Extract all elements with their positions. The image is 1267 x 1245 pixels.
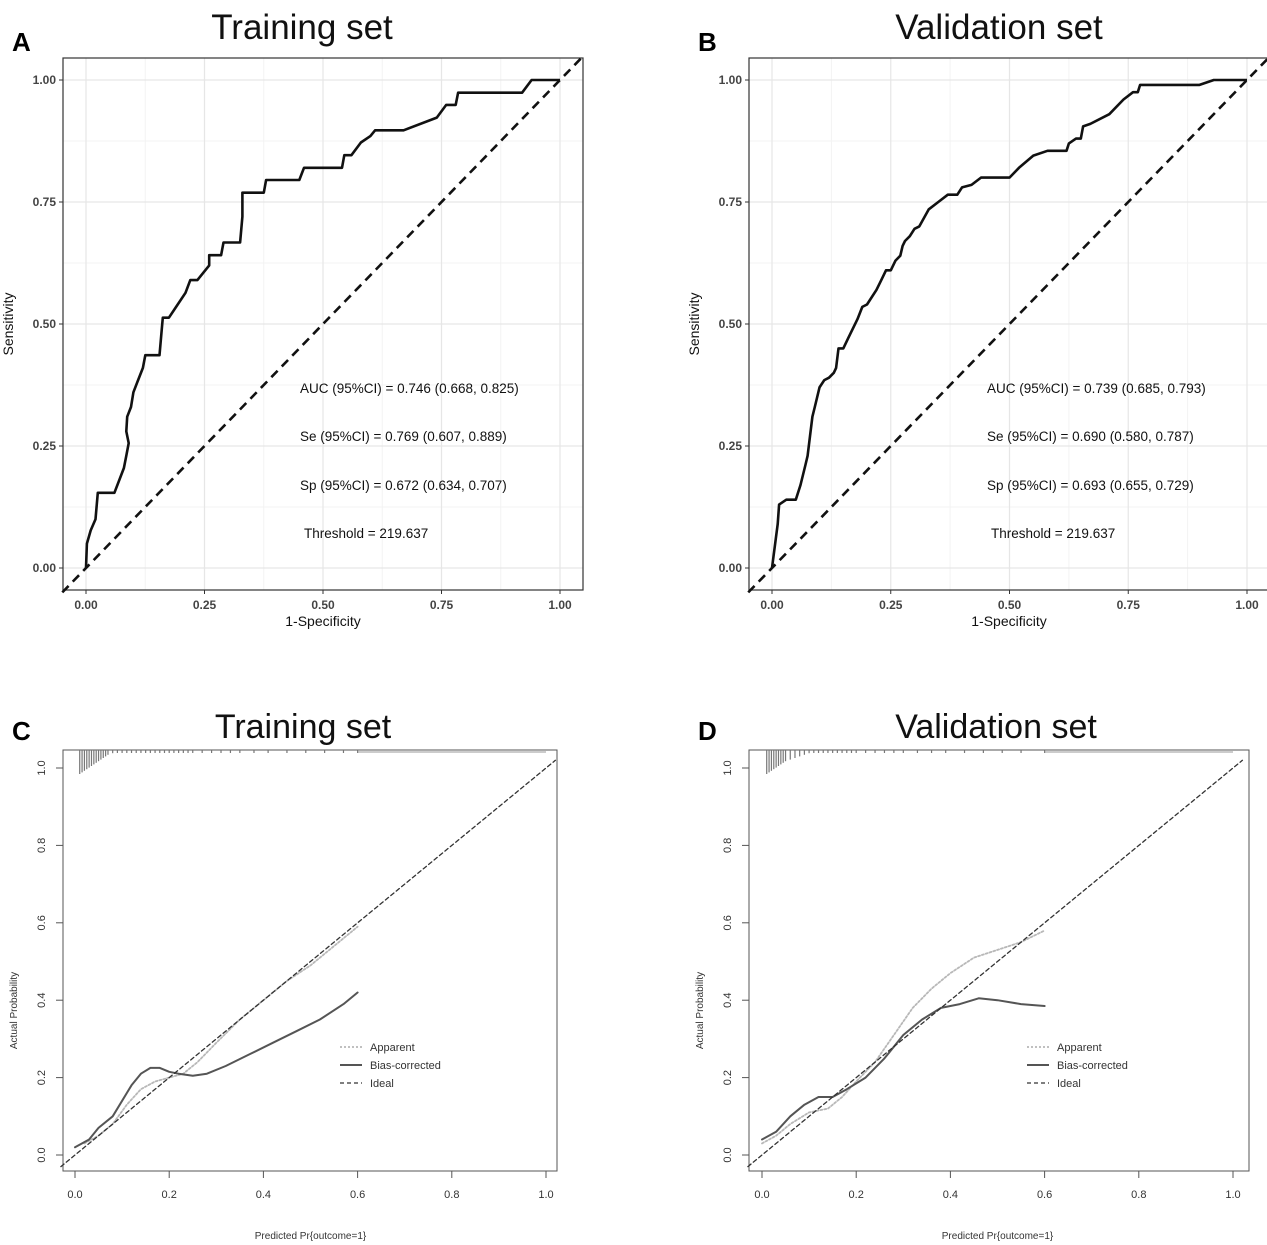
- stat-annotation: Se (95%CI) = 0.769 (0.607, 0.889): [300, 429, 507, 444]
- series-line-bias-corrected: [761, 997, 1046, 1141]
- y-tick-label: 0.00: [33, 561, 57, 575]
- x-tick-label: 0.4: [943, 1189, 958, 1201]
- y-tick-label: 0.00: [719, 561, 743, 575]
- series-line-apparent: [761, 929, 1046, 1145]
- legend-entry: Bias-corrected: [370, 1060, 441, 1072]
- y-tick-label: 0.2: [722, 1070, 734, 1085]
- chart-title: Validation set: [895, 708, 1097, 746]
- panel-label: B: [698, 27, 717, 57]
- panel-c-calibration-training: C Training set 0.0 0.2 0.4 0.6 0.8 1.0 0.0 0.2 0.4…: [9, 708, 558, 1242]
- panel-label: C: [12, 716, 31, 746]
- y-tick-label: 0.6: [722, 915, 734, 930]
- y-tick-label: 0.8: [36, 838, 48, 853]
- y-tick-label: 0.8: [722, 838, 734, 853]
- roc-curve: [770, 78, 1247, 569]
- plot-frame: [748, 749, 1250, 1172]
- y-tick-label: 0.25: [719, 439, 743, 453]
- legend-entry: Apparent: [1057, 1042, 1102, 1054]
- x-tick-label: 1.0: [538, 1189, 553, 1201]
- legend-entry: Apparent: [370, 1042, 415, 1054]
- y-tick-label: 1.0: [722, 760, 734, 775]
- series-line-ideal: [60, 759, 557, 1168]
- x-tick-label: 1.00: [548, 598, 572, 612]
- x-axis-label: 1-Specificity: [285, 613, 360, 629]
- series-line-apparent: [83, 925, 359, 1145]
- chart-title: Validation set: [895, 8, 1103, 47]
- y-tick-label: 0.4: [36, 993, 48, 1008]
- x-tick-label: 0.6: [350, 1189, 365, 1201]
- x-tick-label: 1.0: [1225, 1189, 1240, 1201]
- legend-entry: Bias-corrected: [1057, 1060, 1128, 1072]
- x-tick-label: 1.00: [1235, 598, 1259, 612]
- y-axis-label: Sensitivity: [686, 292, 702, 355]
- y-tick-label: 1.0: [36, 760, 48, 775]
- y-axis-label: Sensitivity: [0, 292, 16, 355]
- x-tick-label: 0.6: [1037, 1189, 1052, 1201]
- y-tick-label: 0.0: [36, 1147, 48, 1162]
- series-line-bias-corrected: [74, 991, 359, 1149]
- y-tick-label: 0.75: [719, 195, 743, 209]
- x-tick-label: 0.0: [754, 1189, 769, 1201]
- reference-diagonal-line: [61, 54, 585, 594]
- roc-curve: [84, 78, 560, 569]
- y-tick-label: 1.00: [719, 73, 743, 87]
- x-tick-label: 0.8: [444, 1189, 459, 1201]
- plot-frame: [62, 749, 558, 1172]
- x-tick-label: 0.50: [311, 598, 335, 612]
- legend-entry: Ideal: [1057, 1078, 1081, 1090]
- chart-title: Training set: [211, 8, 393, 47]
- x-axis-label: Predicted Pr{outcome=1}: [942, 1231, 1054, 1242]
- x-tick-label: 0.00: [760, 598, 784, 612]
- reference-diagonal-line: [747, 57, 1267, 594]
- x-tick-label: 0.00: [74, 598, 98, 612]
- y-tick-label: 0.75: [33, 195, 57, 209]
- y-tick-label: 0.50: [33, 317, 57, 331]
- stat-annotation: Se (95%CI) = 0.690 (0.580, 0.787): [987, 429, 1194, 444]
- panel-label: A: [12, 27, 31, 57]
- x-axis-label: 1-Specificity: [971, 613, 1046, 629]
- y-tick-label: 0.50: [719, 317, 743, 331]
- stat-annotation: Sp (95%CI) = 0.693 (0.655, 0.729): [987, 478, 1194, 493]
- panel-label: D: [698, 716, 717, 746]
- panel-d-calibration-validation: D Validation set 0.0 0.2 0.4 0.6 0.8 1.0 0.0 0.2 0…: [695, 708, 1250, 1242]
- stat-annotation: Threshold = 219.637: [991, 526, 1115, 541]
- x-tick-label: 0.25: [193, 598, 217, 612]
- legend-entry: Ideal: [370, 1078, 394, 1090]
- x-axis-label: Predicted Pr{outcome=1}: [255, 1231, 367, 1242]
- y-tick-label: 0.25: [33, 439, 57, 453]
- y-tick-label: 0.0: [722, 1147, 734, 1162]
- y-axis-label: Actual Probability: [695, 972, 706, 1049]
- x-tick-label: 0.4: [256, 1189, 271, 1201]
- x-tick-label: 0.25: [879, 598, 903, 612]
- y-tick-label: 0.2: [36, 1070, 48, 1085]
- series-line-ideal: [747, 759, 1244, 1168]
- y-axis-label: Actual Probability: [9, 972, 20, 1049]
- stat-annotation: Threshold = 219.637: [304, 526, 428, 541]
- chart-title: Training set: [215, 708, 392, 746]
- panel-b-roc-validation: B Validation set 0.00 0.25 0.50 0.75 1.00 0.00 0…: [686, 8, 1267, 629]
- x-tick-label: 0.8: [1131, 1189, 1146, 1201]
- x-tick-label: 0.0: [67, 1189, 82, 1201]
- x-tick-label: 0.50: [998, 598, 1022, 612]
- y-tick-label: 0.6: [36, 915, 48, 930]
- stat-annotation: AUC (95%CI) = 0.746 (0.668, 0.825): [300, 381, 519, 396]
- y-tick-label: 0.4: [722, 993, 734, 1008]
- stat-annotation: AUC (95%CI) = 0.739 (0.685, 0.793): [987, 381, 1206, 396]
- stat-annotation: Sp (95%CI) = 0.672 (0.634, 0.707): [300, 478, 507, 493]
- x-tick-label: 0.75: [430, 598, 454, 612]
- panel-a-roc-training: A Training set 0.00 0.25 0.50 0.75 1.00 0.00 0.2…: [0, 8, 585, 629]
- x-tick-label: 0.2: [162, 1189, 177, 1201]
- x-tick-label: 0.2: [849, 1189, 864, 1201]
- x-tick-label: 0.75: [1117, 598, 1141, 612]
- y-tick-label: 1.00: [33, 73, 57, 87]
